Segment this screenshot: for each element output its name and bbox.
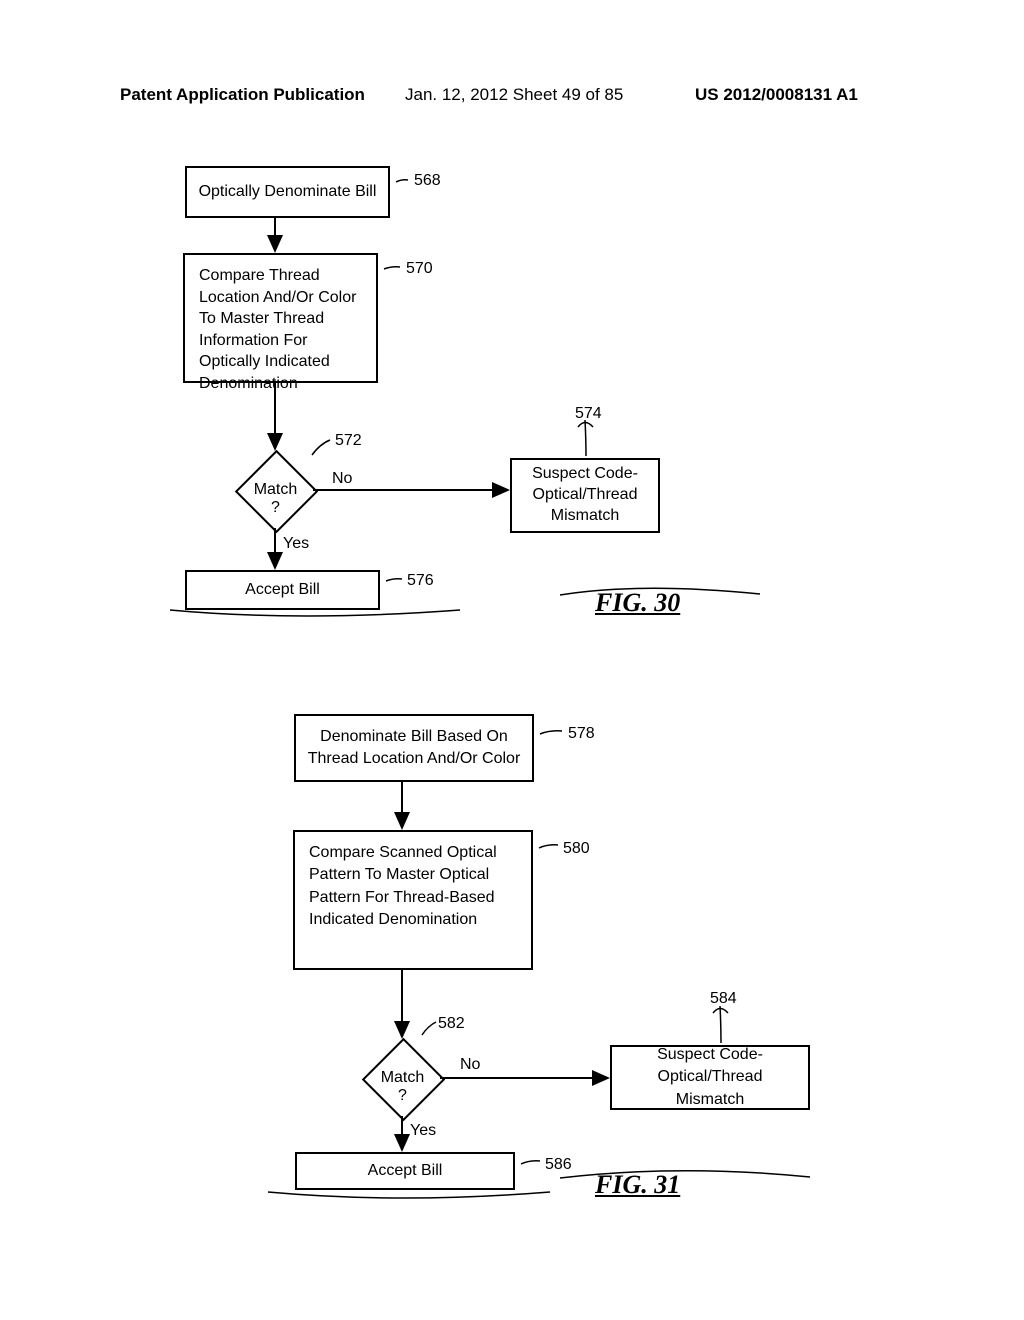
edge-572-yes: Yes xyxy=(283,535,309,553)
edge-572-no: No xyxy=(332,470,352,488)
box-570-text: Compare Thread Location And/Or Color To … xyxy=(199,265,366,395)
ref-580: 580 xyxy=(563,840,590,858)
fig-30-label: FIG. 30 xyxy=(595,588,680,618)
box-586: Accept Bill xyxy=(295,1152,515,1190)
edge-582-no: No xyxy=(460,1056,480,1074)
box-576: Accept Bill xyxy=(185,570,380,610)
header-left: Patent Application Publication xyxy=(120,85,365,105)
box-586-text: Accept Bill xyxy=(368,1162,443,1180)
ref-576: 576 xyxy=(407,572,434,590)
box-574-text: Suspect Code- Optical/Thread Mismatch xyxy=(532,464,638,526)
ref-572: 572 xyxy=(335,432,362,450)
header-center: Jan. 12, 2012 Sheet 49 of 85 xyxy=(405,85,623,105)
ref-570: 570 xyxy=(406,260,433,278)
connectors-overlay xyxy=(0,0,1024,1320)
header-right: US 2012/0008131 A1 xyxy=(695,85,858,105)
box-580: Compare Scanned Optical Pattern To Maste… xyxy=(293,830,533,970)
fig-31-label: FIG. 31 xyxy=(595,1170,680,1200)
ref-568: 568 xyxy=(414,172,441,190)
box-584: Suspect Code- Optical/Thread Mismatch xyxy=(610,1045,810,1110)
box-578-text: Denominate Bill Based On Thread Location… xyxy=(306,726,522,771)
diamond-572-text: Match ? xyxy=(248,481,303,517)
box-574: Suspect Code- Optical/Thread Mismatch xyxy=(510,458,660,533)
edge-582-yes: Yes xyxy=(410,1122,436,1140)
box-580-text: Compare Scanned Optical Pattern To Maste… xyxy=(309,842,521,932)
ref-578: 578 xyxy=(568,725,595,743)
box-568-text: Optically Denominate Bill xyxy=(199,183,377,201)
box-578: Denominate Bill Based On Thread Location… xyxy=(294,714,534,782)
ref-582: 582 xyxy=(438,1015,465,1033)
box-576-text: Accept Bill xyxy=(245,581,320,599)
ref-574: 574 xyxy=(575,405,602,423)
box-570: Compare Thread Location And/Or Color To … xyxy=(183,253,378,383)
box-568: Optically Denominate Bill xyxy=(185,166,390,218)
diamond-582-text: Match ? xyxy=(375,1069,430,1105)
ref-584: 584 xyxy=(710,990,737,1008)
ref-586: 586 xyxy=(545,1156,572,1174)
box-584-text: Suspect Code- Optical/Thread Mismatch xyxy=(622,1044,798,1111)
